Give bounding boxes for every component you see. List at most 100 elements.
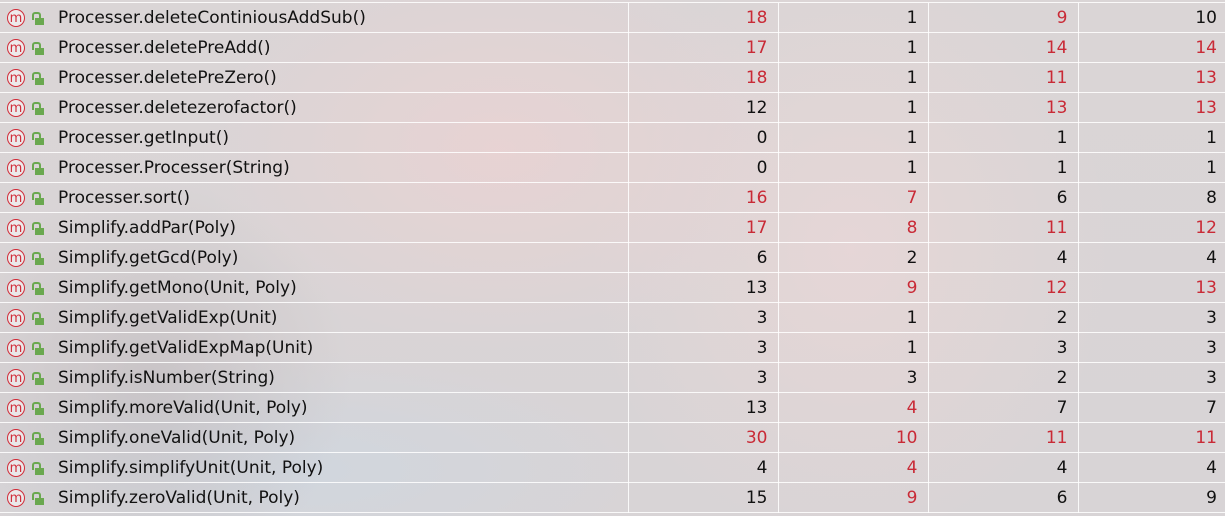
metric-value: 12: [928, 272, 1079, 303]
metric-value: 8: [778, 212, 929, 243]
metric-value: 11: [928, 62, 1079, 93]
method-cell[interactable]: m Simplify.zeroValid(Unit, Poly): [0, 482, 629, 513]
method-m-icon: m: [7, 488, 25, 507]
method-cell[interactable]: m Simplify.oneValid(Unit, Poly): [0, 422, 629, 453]
method-cell[interactable]: m Simplify.getValidExp(Unit): [0, 302, 629, 333]
table-row[interactable]: m Simplify.getValidExpMap(Unit) 3 1 3 3: [0, 332, 1225, 363]
table-row[interactable]: m Processer.Processer(String) 0 1 1 1: [0, 152, 1225, 183]
method-cell[interactable]: m Processer.deletePreAdd(): [0, 32, 629, 63]
metric-value: 0: [628, 152, 779, 183]
public-unlocked-icon: [32, 401, 44, 415]
method-cell[interactable]: m Simplify.moreValid(Unit, Poly): [0, 392, 629, 423]
metric-value: 11: [928, 422, 1079, 453]
method-cell[interactable]: m Processer.deletezerofactor(): [0, 92, 629, 123]
public-unlocked-icon: [32, 461, 44, 475]
metric-value: 7: [928, 392, 1079, 423]
table-row[interactable]: m Simplify.getValidExp(Unit) 3 1 2 3: [0, 302, 1225, 333]
metric-value: 11: [928, 212, 1079, 243]
method-cell[interactable]: m Processer.deletePreZero(): [0, 62, 629, 93]
method-cell[interactable]: m Simplify.simplifyUnit(Unit, Poly): [0, 452, 629, 483]
table-row[interactable]: m Simplify.moreValid(Unit, Poly) 13 4 7 7: [0, 392, 1225, 423]
metric-value: 1: [778, 32, 929, 63]
method-name: Processer.Processer(String): [58, 157, 290, 178]
metric-value: 18: [628, 2, 779, 33]
metric-value: 13: [1078, 62, 1225, 93]
method-cell[interactable]: m Processer.Processer(String): [0, 152, 629, 183]
public-unlocked-icon: [32, 311, 44, 325]
metric-value: 3: [1078, 362, 1225, 393]
public-unlocked-icon: [32, 221, 44, 235]
metric-value: 9: [778, 482, 929, 513]
public-unlocked-icon: [32, 371, 44, 385]
metric-value: 7: [1078, 392, 1225, 423]
method-m-icon: m: [7, 248, 25, 267]
method-cell[interactable]: m Simplify.getGcd(Poly): [0, 242, 629, 273]
table-row[interactable]: m Processer.getInput() 0 1 1 1: [0, 122, 1225, 153]
public-unlocked-icon: [32, 281, 44, 295]
method-m-icon: m: [7, 308, 25, 327]
table-row[interactable]: m Processer.sort() 16 7 6 8: [0, 182, 1225, 213]
metric-value: 4: [778, 392, 929, 423]
table-row[interactable]: m Simplify.addPar(Poly) 17 8 11 12: [0, 212, 1225, 243]
table-row[interactable]: m Simplify.getGcd(Poly) 6 2 4 4: [0, 242, 1225, 273]
table-row[interactable]: m Processer.deleteContiniousAddSub() 18 1 9 1…: [0, 2, 1225, 33]
metric-value: 17: [628, 32, 779, 63]
table-row[interactable]: m Processer.deletePreAdd() 17 1 14 14: [0, 32, 1225, 63]
metric-value: 14: [1078, 32, 1225, 63]
metric-value: 13: [628, 392, 779, 423]
table-row[interactable]: m Simplify.getMono(Unit, Poly) 13 9 12 13: [0, 272, 1225, 303]
metric-value: 30: [628, 422, 779, 453]
method-m-icon: m: [7, 338, 25, 357]
metric-value: 17: [628, 212, 779, 243]
method-m-icon: m: [7, 98, 25, 117]
table-row[interactable]: m Processer.deletezerofactor() 12 1 13 13: [0, 92, 1225, 123]
metric-value: 2: [928, 362, 1079, 393]
method-name: Processer.sort(): [58, 187, 190, 208]
metric-value: 14: [928, 32, 1079, 63]
metric-value: 1: [928, 122, 1079, 153]
table-row[interactable]: m Simplify.oneValid(Unit, Poly) 30 10 11 11: [0, 422, 1225, 453]
public-unlocked-icon: [32, 101, 44, 115]
table-row[interactable]: m Simplify.simplifyUnit(Unit, Poly) 4 4 4 4: [0, 452, 1225, 483]
method-cell[interactable]: m Simplify.getMono(Unit, Poly): [0, 272, 629, 303]
method-name: Processer.deletezerofactor(): [58, 97, 297, 118]
metric-value: 13: [928, 92, 1079, 123]
method-m-icon: m: [7, 458, 25, 477]
metric-value: 4: [628, 452, 779, 483]
method-name: Simplify.moreValid(Unit, Poly): [58, 397, 308, 418]
table-row[interactable]: m Simplify.isNumber(String) 3 3 2 3: [0, 362, 1225, 393]
method-cell[interactable]: m Simplify.addPar(Poly): [0, 212, 629, 243]
public-unlocked-icon: [32, 491, 44, 505]
public-unlocked-icon: [32, 431, 44, 445]
table-row[interactable]: m Processer.deletePreZero() 18 1 11 13: [0, 62, 1225, 93]
public-unlocked-icon: [32, 341, 44, 355]
metric-value: 3: [628, 302, 779, 333]
method-name: Simplify.getMono(Unit, Poly): [58, 277, 297, 298]
method-name: Simplify.getValidExpMap(Unit): [58, 337, 314, 358]
metric-value: 4: [928, 452, 1079, 483]
table-row[interactable]: m Simplify.zeroValid(Unit, Poly) 15 9 6 9: [0, 482, 1225, 513]
method-m-icon: m: [7, 428, 25, 447]
metric-value: 12: [628, 92, 779, 123]
metric-value: 1: [778, 152, 929, 183]
method-m-icon: m: [7, 128, 25, 147]
metric-value: 10: [778, 422, 929, 453]
metric-value: 3: [1078, 332, 1225, 363]
method-name: Simplify.isNumber(String): [58, 367, 275, 388]
method-cell[interactable]: m Simplify.getValidExpMap(Unit): [0, 332, 629, 363]
method-name: Processer.deletePreAdd(): [58, 37, 271, 58]
metric-value: 1: [1078, 122, 1225, 153]
method-cell[interactable]: m Processer.sort(): [0, 182, 629, 213]
public-unlocked-icon: [32, 251, 44, 265]
metric-value: 1: [778, 302, 929, 333]
method-cell[interactable]: m Processer.getInput(): [0, 122, 629, 153]
method-name: Simplify.getValidExp(Unit): [58, 307, 278, 328]
method-cell[interactable]: m Simplify.isNumber(String): [0, 362, 629, 393]
method-cell[interactable]: m Processer.deleteContiniousAddSub(): [0, 2, 629, 33]
method-name: Processer.deletePreZero(): [58, 67, 277, 88]
method-m-icon: m: [7, 68, 25, 87]
metric-value: 9: [928, 2, 1079, 33]
metric-value: 0: [628, 122, 779, 153]
public-unlocked-icon: [32, 191, 44, 205]
